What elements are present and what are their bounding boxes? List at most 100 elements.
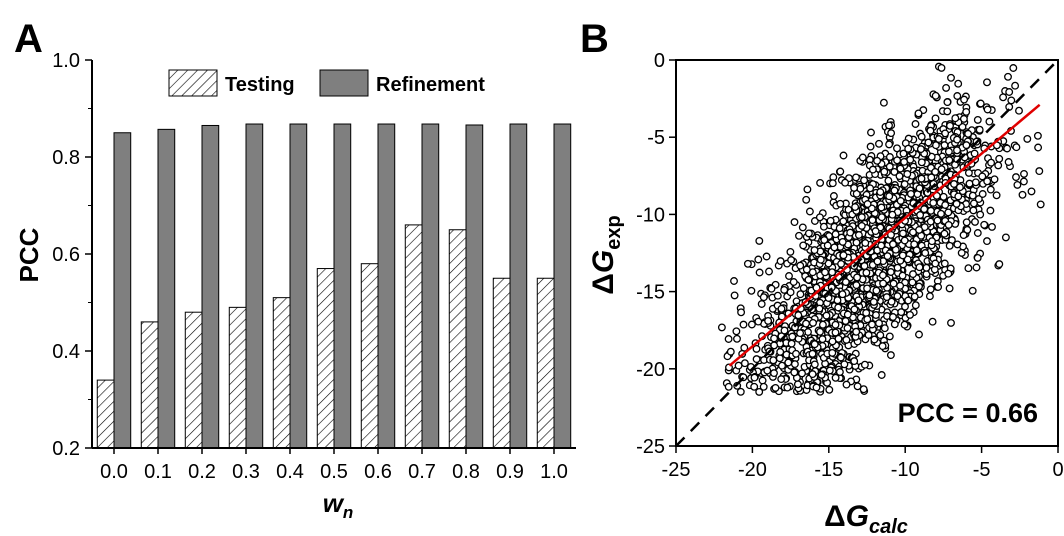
scatter-point	[1023, 134, 1032, 143]
x-tick-label: 0.7	[408, 461, 436, 483]
scatter-point	[1011, 81, 1020, 90]
scatter-point	[1034, 143, 1043, 152]
scatter-point	[885, 192, 894, 201]
scatter-point	[830, 243, 839, 252]
scatter-point	[750, 382, 759, 391]
scatter-point	[754, 255, 763, 264]
scatter-point	[954, 192, 963, 201]
scatter-point	[964, 168, 973, 177]
scatter-point	[839, 151, 848, 160]
scatter-point	[974, 195, 983, 203]
scatter-point	[840, 360, 849, 369]
panel-b: B -25 -20 -15 -10 -5 0 -25 -20 -15 -10 -5 0 PCC = 0…	[580, 17, 1064, 536]
scatter-point	[908, 278, 917, 287]
scatter-point	[896, 281, 905, 290]
scatter-point	[717, 323, 726, 332]
y-axis-label-delta: Δ	[587, 273, 620, 295]
scatter-point	[793, 380, 802, 389]
scatter-point	[929, 198, 938, 207]
scatter-point	[887, 129, 896, 138]
scatter-point	[877, 203, 886, 212]
scatter-point	[886, 351, 895, 360]
scatter-point	[859, 385, 868, 394]
scatter-point	[838, 290, 847, 299]
scatter-point	[857, 213, 866, 222]
x-tick-label: -5	[973, 459, 991, 481]
scatter-point	[937, 165, 946, 174]
scatter-point	[915, 330, 923, 339]
scatter-point	[737, 308, 746, 317]
scatter-point	[1004, 158, 1013, 166]
x-axis-label-subscript-b: calc	[869, 516, 908, 536]
x-tick-label: -10	[891, 459, 920, 481]
scatter-point	[876, 188, 885, 196]
scatter-point	[776, 257, 785, 266]
scatter-point	[922, 263, 931, 272]
scatter-point	[976, 99, 985, 108]
scatter-point	[884, 176, 893, 185]
x-tick-label: 0.1	[144, 461, 172, 483]
scatter-point	[926, 285, 935, 294]
scatter-point	[770, 369, 778, 378]
scatter-point	[880, 167, 889, 176]
scatter-point	[810, 340, 819, 349]
scatter-point	[795, 231, 803, 240]
scatter-point	[986, 206, 995, 215]
scatter-point	[1019, 177, 1028, 186]
scatter-point	[836, 199, 845, 208]
x-axis-label-delta: Δ	[824, 500, 846, 533]
scatter-point	[810, 360, 819, 369]
scatter-point	[835, 224, 844, 233]
scatter-point	[1005, 88, 1014, 96]
scatter-point	[736, 387, 745, 396]
scatter-point	[988, 222, 996, 231]
scatter-point	[893, 156, 902, 165]
scatter-point	[973, 253, 982, 262]
scatter-point	[903, 255, 912, 264]
scatter-point	[900, 157, 909, 166]
bar-testing	[96, 379, 115, 449]
scatter-point	[885, 121, 893, 130]
scatter-point	[815, 213, 824, 222]
scatter-point	[831, 328, 840, 337]
y-tick-label: 0.2	[52, 438, 80, 460]
scatter-point	[964, 264, 973, 273]
scatter-point	[750, 373, 759, 382]
scatter-point	[868, 165, 877, 174]
x-axis-label: wn	[323, 488, 354, 522]
scatter-point	[854, 231, 863, 239]
scatter-point	[999, 93, 1008, 102]
scatter-point	[821, 268, 829, 277]
scatter-point	[890, 320, 899, 329]
scatter-point	[917, 158, 926, 167]
scatter-point	[854, 296, 863, 305]
scatter-point	[878, 342, 887, 351]
scatter-point	[863, 200, 872, 208]
scatter-point	[803, 185, 812, 194]
scatter-point	[945, 241, 954, 250]
scatter-point	[815, 304, 824, 313]
bar-refinement	[553, 123, 572, 449]
scatter-point	[879, 98, 888, 107]
scatter-point	[994, 161, 1003, 170]
scatter-point	[875, 139, 883, 148]
scatter-point	[730, 277, 738, 285]
scatter-point	[965, 179, 974, 188]
scatter-point	[726, 347, 735, 356]
bar-refinement	[289, 123, 308, 449]
scatter-point	[863, 315, 872, 324]
scatter-point	[843, 310, 852, 319]
y-tick-label: 0.8	[52, 147, 80, 169]
scatter-point	[968, 286, 977, 295]
scatter-point	[828, 179, 837, 188]
scatter-point	[963, 225, 972, 234]
scatter-point	[758, 376, 767, 385]
bar-testing	[536, 277, 555, 449]
scatter-point	[942, 83, 951, 92]
scatter-point	[783, 383, 792, 392]
scatter-point	[752, 344, 761, 353]
scatter-point	[862, 268, 871, 277]
scatter-point	[946, 121, 954, 130]
y-axis-label-base: G	[587, 250, 620, 273]
